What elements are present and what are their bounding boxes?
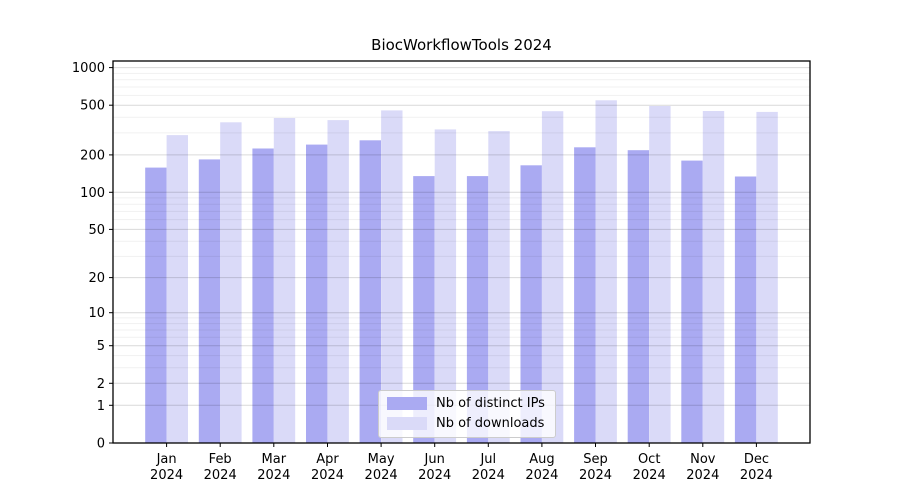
x-tick-label-month: Jul [479,452,496,467]
x-tick-label-month: Sep [583,452,608,467]
x-tick-label-year: 2024 [257,468,290,483]
x-tick-label-year: 2024 [686,468,719,483]
y-tick-label: 200 [80,148,105,163]
bar-nb-of-distinct-ips-apr [306,144,328,443]
bar-nb-of-downloads-oct [649,106,671,443]
bar-nb-of-distinct-ips-jun [413,176,435,443]
x-tick-label-year: 2024 [740,468,773,483]
bar-nb-of-distinct-ips-dec [734,176,757,443]
legend-item-downloads: Nb of downloads [387,416,545,431]
x-tick-label-month: Jun [424,452,445,467]
legend-swatch-downloads [387,417,427,430]
bar-nb-of-downloads-jul [488,131,510,443]
bar-nb-of-downloads-sep [595,100,617,444]
bar-nb-of-distinct-ips-oct [627,150,650,443]
y-tick-label: 1 [97,399,105,414]
chart-title: BiocWorkflowTools 2024 [371,36,552,54]
bar-nb-of-distinct-ips-feb [198,159,221,443]
legend: Nb of distinct IPs Nb of downloads [378,390,556,438]
y-tick-label: 500 [80,99,105,114]
x-tick-label-month: Apr [316,452,339,467]
bar-nb-of-distinct-ips-sep [574,147,596,444]
legend-item-distinct-ips: Nb of distinct IPs [387,396,545,411]
x-tick-label-month: Jan [156,452,177,467]
bar-nb-of-distinct-ips-jan [145,167,167,443]
x-tick-label-month: Nov [690,452,716,467]
y-tick-label: 50 [88,223,105,238]
bar-nb-of-downloads-nov [702,111,725,443]
bar-nb-of-distinct-ips-aug [520,165,542,444]
bar-nb-of-downloads-aug [541,111,564,443]
legend-label-downloads: Nb of downloads [436,416,545,431]
y-tick-label: 100 [80,186,105,201]
x-tick-label-month: Mar [262,452,287,467]
bar-nb-of-downloads-jan [166,135,188,443]
x-tick-label-year: 2024 [311,468,344,483]
bar-nb-of-downloads-dec [756,111,778,444]
x-tick-label-year: 2024 [472,468,505,483]
bar-nb-of-distinct-ips-jul [466,176,489,443]
bar-nb-of-distinct-ips-may [359,140,381,444]
bar-nb-of-distinct-ips-nov [681,160,703,443]
bar-nb-of-downloads-mar [273,118,296,443]
x-tick-label-year: 2024 [579,468,612,483]
y-tick-label: 5 [97,339,105,354]
bar-nb-of-downloads-may [381,110,403,444]
x-tick-label-month: Dec [744,452,769,467]
x-tick-label-year: 2024 [150,468,183,483]
x-tick-label-month: Oct [638,452,660,467]
x-tick-label-month: May [368,452,395,467]
y-tick-label: 20 [88,271,105,286]
plot-border [112,60,811,444]
y-tick-label: 0 [97,437,105,452]
y-tick-label: 1000 [72,61,105,76]
bar-nb-of-downloads-jun [434,129,457,443]
x-tick-label-year: 2024 [633,468,666,483]
bar-nb-of-downloads-feb [220,122,242,444]
legend-label-distinct-ips: Nb of distinct IPs [436,396,545,411]
x-tick-label-year: 2024 [365,468,398,483]
y-tick-label: 10 [88,306,105,321]
x-tick-label-month: Aug [529,452,554,467]
x-tick-label-year: 2024 [204,468,237,483]
bar-nb-of-distinct-ips-mar [252,148,274,443]
x-tick-label-month: Feb [209,452,232,467]
y-tick-label: 2 [97,377,105,392]
bar-nb-of-downloads-apr [327,120,349,443]
x-tick-label-year: 2024 [418,468,451,483]
legend-swatch-distinct-ips [387,397,427,410]
x-tick-label-year: 2024 [525,468,558,483]
